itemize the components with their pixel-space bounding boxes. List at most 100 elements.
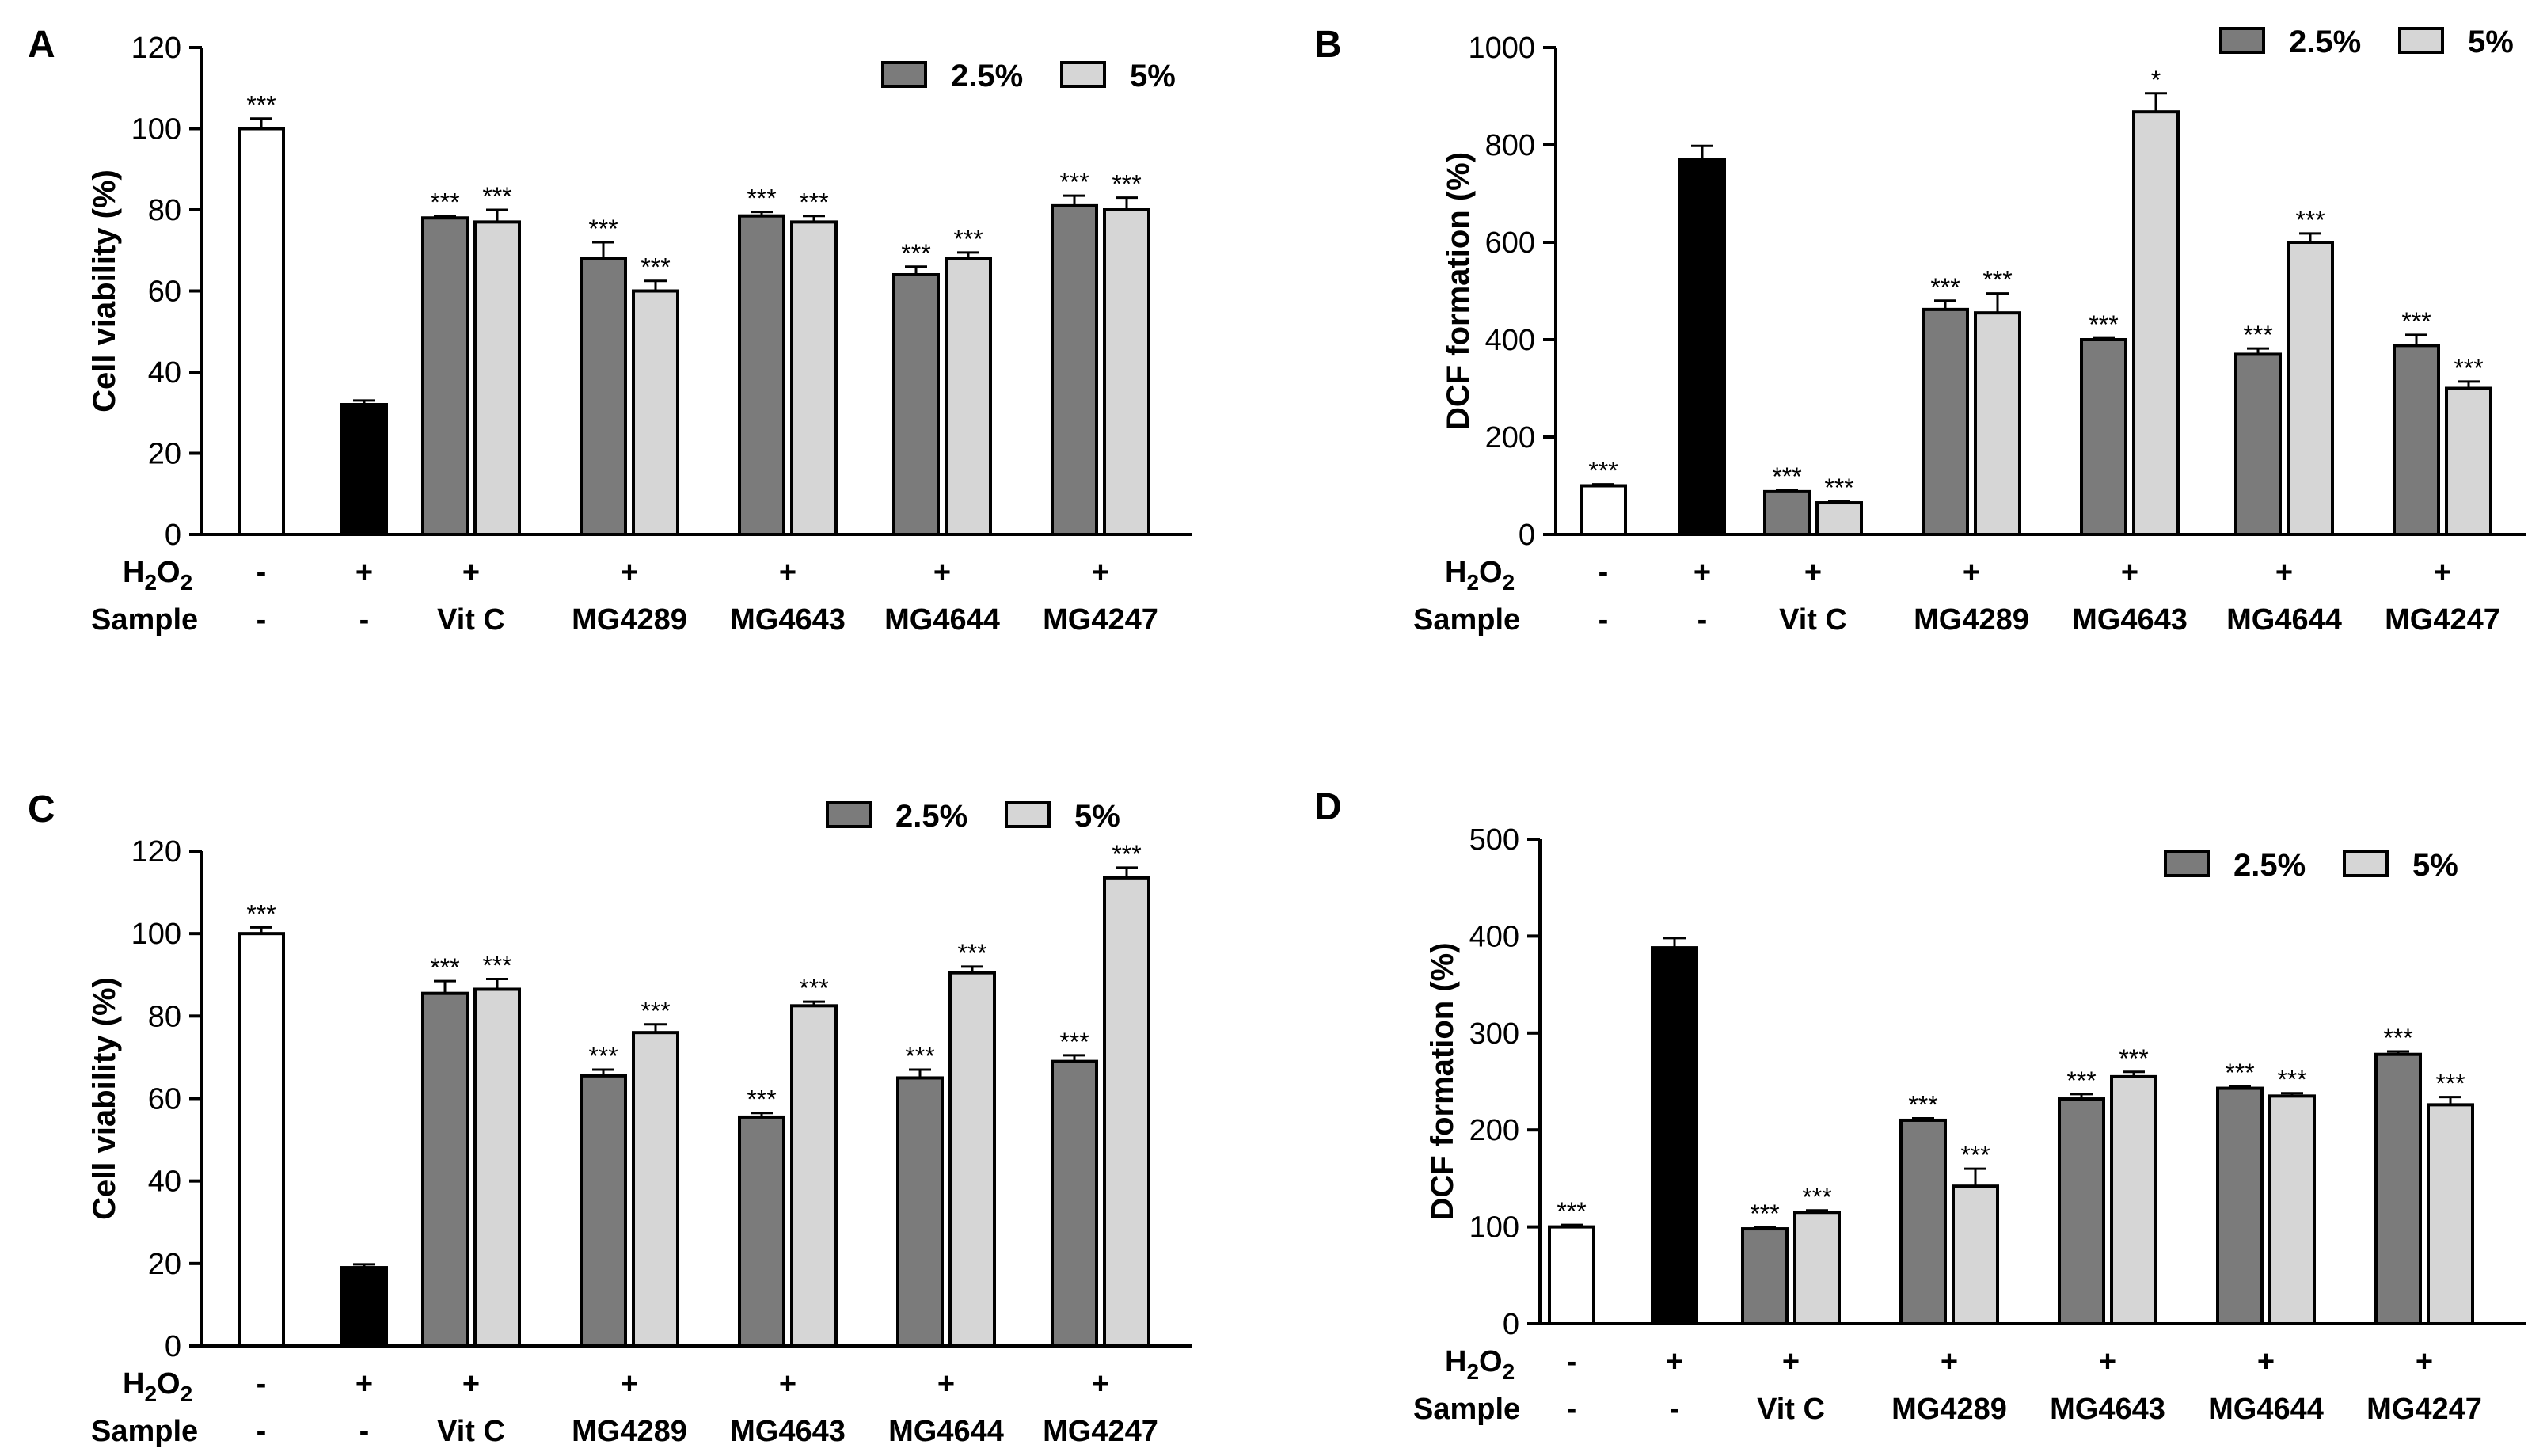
bar-5pct — [1974, 311, 2021, 536]
sample-label: MG4643 — [730, 1415, 846, 1448]
h2o2-sign: + — [2275, 556, 2293, 589]
h2o2-sign: + — [355, 1367, 373, 1401]
h2o2-sign: + — [779, 556, 796, 589]
bar-2-5pct — [421, 991, 469, 1348]
sample-label: Vit C — [1779, 603, 1847, 637]
panel-c: C 0 20 40 60 80 100 120 Cell viability (%) *** - - +… — [28, 789, 1192, 1448]
sample-label: - — [1567, 1393, 1577, 1426]
bar-2-5pct — [2058, 1097, 2105, 1325]
significance-label: *** — [1750, 1199, 1779, 1228]
sample-label: - — [359, 603, 370, 637]
significance-label: *** — [1802, 1183, 1831, 1211]
bar-2-5pct — [1051, 1059, 1098, 1348]
h2o2-sign: + — [2434, 556, 2451, 589]
h2o2-sign: + — [1941, 1345, 1958, 1378]
y-axis-title: Cell viability (%) — [87, 169, 122, 412]
sample-label: MG4247 — [2366, 1393, 2482, 1426]
legend-label: 2.5% — [895, 799, 967, 834]
bar-2-5pct — [580, 257, 627, 536]
sample-label: MG4247 — [1043, 1415, 1158, 1448]
significance-label: *** — [1772, 462, 1801, 491]
legend-swatch — [1005, 801, 1051, 828]
bar-2-5pct — [1741, 1227, 1789, 1325]
h2o2-sign: + — [621, 556, 638, 589]
significance-label: *** — [1960, 1141, 1990, 1169]
h2o2-sign: + — [1804, 556, 1822, 589]
significance-label: *** — [953, 225, 983, 253]
significance-label: *** — [1982, 266, 2012, 295]
significance-label: *** — [1112, 840, 1141, 869]
legend-swatch — [2164, 850, 2210, 877]
y-tick-label: 80 — [148, 1000, 181, 1033]
sample-label: - — [257, 603, 267, 637]
significance-label: *** — [588, 1042, 618, 1070]
y-axis-title: Cell viability (%) — [87, 977, 122, 1220]
significance-label: *** — [430, 188, 459, 217]
h2o2-sign: + — [1666, 1345, 1683, 1378]
y-tick-label: 200 — [1469, 1114, 1519, 1147]
bar-control — [1548, 1225, 1595, 1325]
h2o2-sign: - — [1567, 1345, 1577, 1378]
legend-label: 2.5% — [2289, 25, 2361, 59]
panel-letter: C — [28, 789, 55, 831]
significance-label: *** — [2435, 1070, 2465, 1098]
legend-swatch — [1060, 61, 1106, 88]
significance-label: *** — [957, 939, 986, 967]
bar-5pct — [632, 1031, 679, 1348]
y-tick-label: 0 — [1519, 519, 1535, 552]
y-axis-title: DCF formation (%) — [1441, 152, 1476, 430]
h2o2-row-label: H2O2 — [123, 1367, 192, 1406]
y-tick-label: 20 — [148, 1248, 181, 1281]
bar-2-5pct — [1763, 489, 1811, 537]
significance-label: *** — [1112, 170, 1141, 199]
bar-5pct — [473, 987, 521, 1348]
y-tick-label: 80 — [148, 194, 181, 227]
bar-2-5pct — [892, 273, 940, 536]
sample-label: MG4643 — [2072, 603, 2188, 637]
legend-swatch — [826, 801, 872, 828]
legend-label: 2.5% — [951, 59, 1023, 93]
h2o2-sign: + — [1963, 556, 1980, 589]
y-tick-label: 600 — [1485, 226, 1535, 260]
bar-5pct — [2132, 110, 2180, 536]
sample-label: Vit C — [437, 1415, 505, 1448]
sample-label: MG4643 — [2050, 1393, 2165, 1426]
legend-swatch — [881, 61, 927, 88]
significance-label: *** — [1824, 473, 1853, 502]
sample-label: Vit C — [437, 603, 505, 637]
significance-label: *** — [1059, 1028, 1089, 1056]
significance-label: *** — [747, 1085, 776, 1114]
significance-label: *** — [2295, 206, 2325, 234]
y-tick-label: 400 — [1485, 324, 1535, 357]
significance-label: *** — [799, 974, 828, 1002]
y-tick-label: 400 — [1469, 920, 1519, 953]
sample-label: - — [1599, 603, 1609, 637]
significance-label: *** — [482, 182, 511, 211]
sample-label: MG4644 — [888, 1415, 1004, 1448]
significance-label: *** — [2454, 354, 2483, 382]
h2o2-sign: + — [462, 556, 480, 589]
sample-label: MG4289 — [572, 1415, 687, 1448]
h2o2-sign: + — [462, 1367, 480, 1401]
bar-2-5pct — [2374, 1052, 2422, 1326]
sample-label: MG4289 — [1891, 1393, 2007, 1426]
bar-2-5pct — [738, 214, 785, 536]
h2o2-sign: + — [937, 1367, 955, 1401]
bar-2-5pct — [896, 1076, 944, 1348]
significance-label: *** — [1059, 168, 1089, 196]
significance-label: *** — [430, 953, 459, 982]
bar-h2o2 — [1678, 158, 1726, 536]
sample-label: - — [1670, 1393, 1680, 1426]
significance-label: *** — [2066, 1066, 2096, 1095]
significance-label: *** — [799, 188, 828, 217]
panel-b: B 0 200 400 600 800 1000 DCF formation (%) *** - -… — [1314, 24, 2526, 637]
sample-label: MG4247 — [2385, 603, 2500, 637]
significance-label: *** — [1908, 1091, 1937, 1120]
y-tick-label: 500 — [1469, 823, 1519, 857]
legend: 2.5% 5% — [2219, 25, 2514, 59]
sample-label: MG4643 — [730, 603, 846, 637]
sample-row-label: Sample — [91, 1415, 198, 1448]
bar-2-5pct — [2216, 1086, 2264, 1325]
bar-2-5pct — [580, 1074, 627, 1348]
